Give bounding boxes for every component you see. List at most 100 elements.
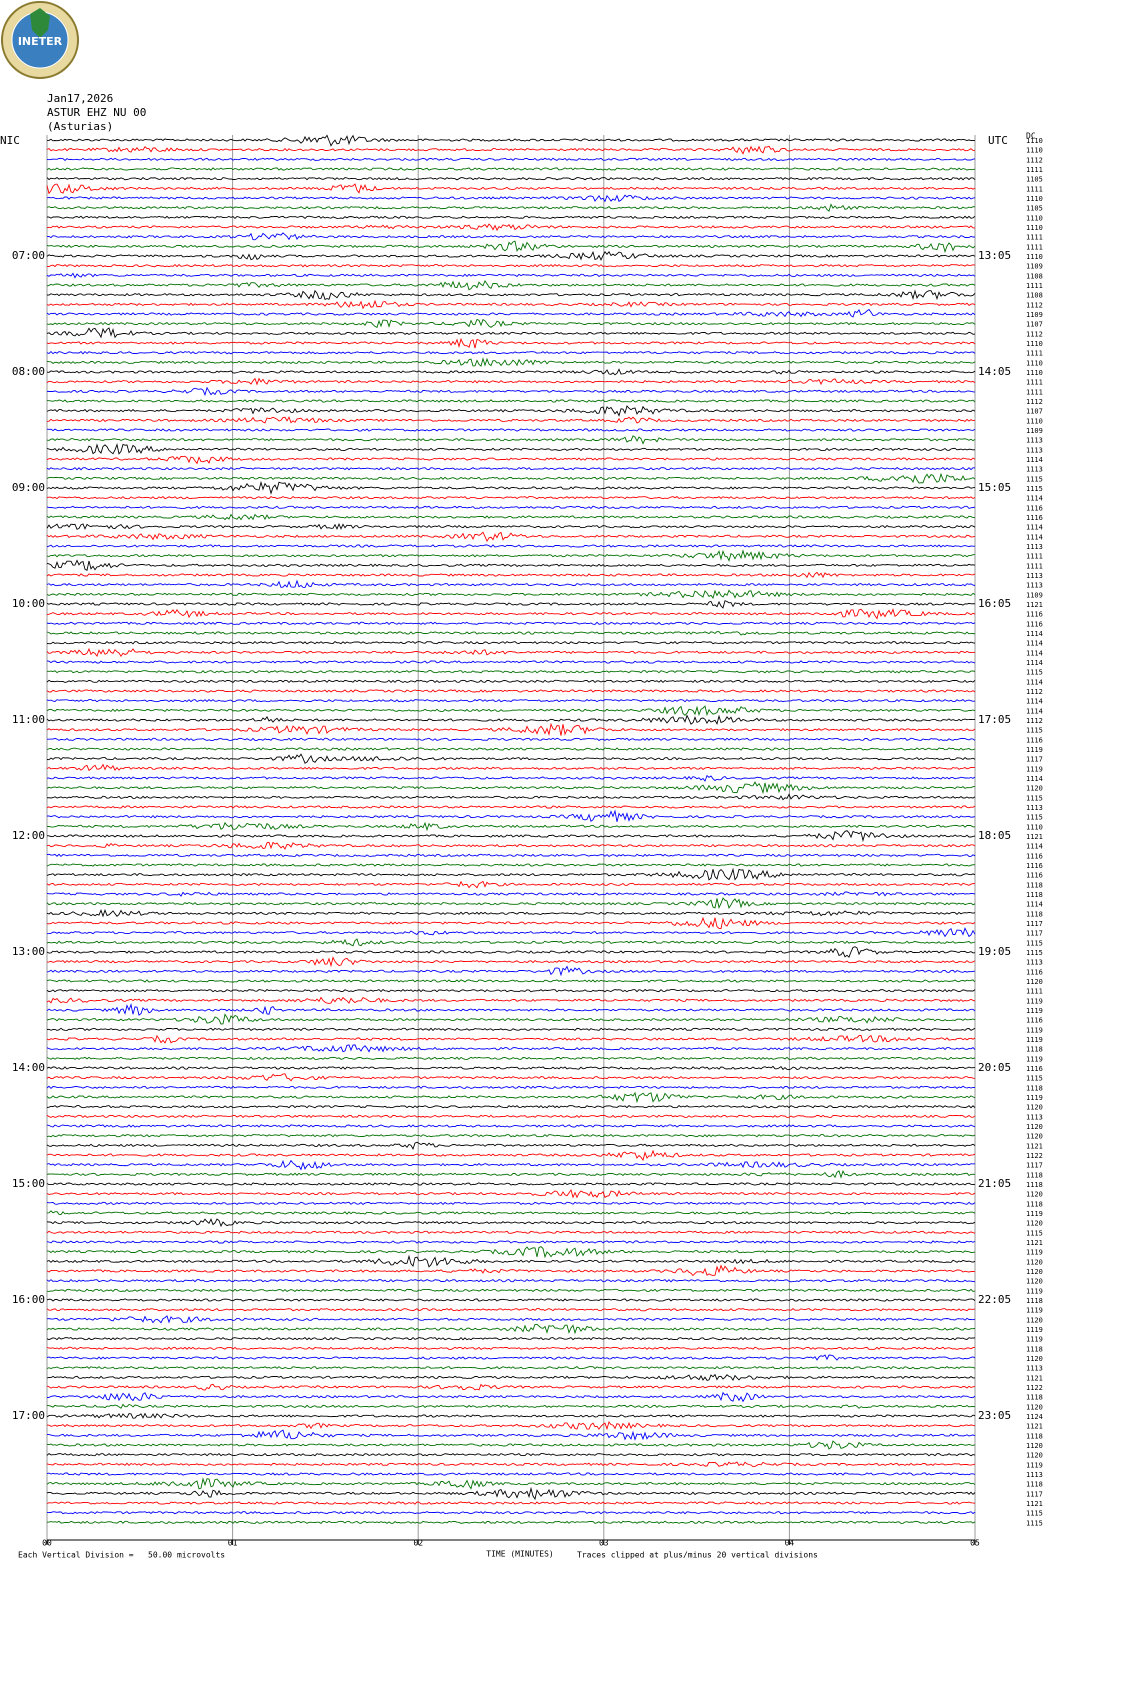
trace [46,377,976,386]
dc-offset: 1118 [1026,1432,1043,1440]
trace [47,134,975,147]
dc-offset: 1114 [1026,533,1043,541]
dc-offset: 1107 [1026,408,1043,416]
logo-text: INETER [18,35,63,48]
trace [46,480,976,495]
dc-offset: 1112 [1026,330,1043,338]
dc-offset: 1119 [1026,1307,1043,1315]
dc-offset: 1120 [1026,1133,1043,1141]
trace [46,956,976,968]
right-hour-label: 23:05 [978,1409,1011,1422]
trace [46,863,976,867]
dc-offset: 1113 [1026,466,1043,474]
trace [46,272,976,279]
trace [46,1403,976,1409]
trace [46,1230,976,1235]
dc-offset: 1111 [1026,350,1043,358]
trace [46,1149,976,1162]
trace [46,495,976,500]
trace [46,1188,976,1199]
dc-offset: 1122 [1026,1384,1043,1392]
trace [46,1472,976,1476]
trace [46,988,976,993]
dc-offset: 1120 [1026,1258,1043,1266]
trace [46,1453,976,1457]
trace [46,679,976,684]
dc-offset: 1120 [1026,978,1043,986]
trace [46,1520,976,1525]
dc-offset: 1116 [1026,736,1043,744]
dc-offset: 1115 [1026,485,1043,493]
dc-offset: 1110 [1026,359,1043,367]
trace [46,1056,976,1061]
trace [46,176,976,181]
trace [46,308,976,318]
trace [46,1501,976,1505]
dc-offset: 1108 [1026,272,1043,280]
trace [46,996,976,1004]
dc-offset: 1119 [1026,746,1043,754]
left-hour-label: 08:00 [12,365,45,378]
trace [46,327,976,339]
dc-offset: 1114 [1026,495,1043,503]
dc-offset: 1119 [1026,1026,1043,1034]
dc-offset: 1114 [1026,843,1043,851]
dc-offset: 1118 [1026,1084,1043,1092]
x-axis-label: TIME (MINUTES) [486,1550,553,1559]
dc-offset: 1110 [1026,253,1043,261]
dc-offset: 1120 [1026,1123,1043,1131]
dc-offset: 1111 [1026,379,1043,387]
trace [46,1085,976,1090]
left-hour-label: 12:00 [12,829,45,842]
dc-offset: 1111 [1026,282,1043,290]
dc-offset: 1119 [1026,1007,1043,1015]
dc-offset: 1114 [1026,901,1043,909]
dc-offset: 1119 [1026,1210,1043,1218]
trace [46,747,976,751]
dc-offset: 1111 [1026,562,1043,570]
trace [46,455,976,465]
dc-offset: 1119 [1026,1055,1043,1063]
right-hour-label: 22:05 [978,1293,1011,1306]
dc-offset: 1115 [1026,814,1043,822]
dc-offset: 1118 [1026,1171,1043,1179]
dc-offset: 1113 [1026,543,1043,551]
trace [46,368,976,376]
traces [46,134,976,1525]
dc-offset: 1111 [1026,388,1043,396]
trace [46,781,976,795]
trace [46,350,976,355]
dc-offset: 1119 [1026,1461,1043,1469]
dc-offset: 1114 [1026,649,1043,657]
trace [46,938,976,947]
left-hour-label: 17:00 [12,1409,45,1422]
trace [46,1421,976,1431]
trace [47,670,976,674]
trace [46,240,976,254]
dc-offset: 1116 [1026,1065,1043,1073]
dc-offset: 1110 [1026,137,1043,145]
trace [46,513,976,521]
trace [46,1065,976,1071]
trace [46,1383,976,1391]
trace [46,841,976,850]
trace [47,830,976,843]
trace [46,1073,976,1082]
dc-offset: 1120 [1026,1442,1043,1450]
dc-offset: 1110 [1026,224,1043,232]
right-hour-label: 19:05 [978,945,1011,958]
trace [46,263,976,268]
trace [46,1336,976,1341]
dc-offset: 1119 [1026,1094,1043,1102]
dc-offset: 1118 [1026,1345,1043,1353]
trace [46,299,976,310]
dc-offset: 1120 [1026,1316,1043,1324]
trace [46,386,976,397]
dc-offset: 1115 [1026,1519,1043,1527]
trace [46,435,976,445]
dc-offset: 1116 [1026,852,1043,860]
dc-offset: 1105 [1026,176,1043,184]
trace [46,416,975,424]
right-hour-label: 16:05 [978,597,1011,610]
trace [46,805,976,809]
